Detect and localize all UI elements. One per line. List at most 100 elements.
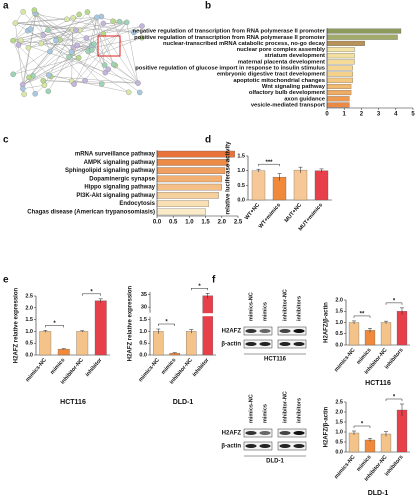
network-node (99, 81, 105, 87)
significance-bracket (385, 302, 403, 305)
y-tick-label: 1.5 (335, 309, 343, 315)
bar (326, 40, 365, 46)
error-bar (189, 329, 194, 334)
significance-bracket (82, 293, 101, 296)
significance-bracket (45, 325, 64, 328)
network-edge (12, 13, 36, 41)
error-bar (205, 293, 210, 299)
y-tick-label: 1.0 (139, 329, 147, 335)
panel-letter: f (212, 275, 216, 286)
bar (156, 192, 219, 199)
blot-band (245, 444, 257, 448)
blot-band (259, 444, 271, 448)
network-node (17, 37, 24, 43)
blot-band (259, 431, 271, 435)
error-bar (156, 328, 161, 334)
category-label: Endocytosis (119, 201, 155, 207)
bar (396, 311, 408, 346)
y-axis-label: H2AFZ relative expression (128, 285, 134, 361)
bar (57, 348, 70, 356)
network-edge (126, 22, 139, 84)
blot-band (259, 342, 271, 346)
network-edge (41, 29, 73, 44)
category-label: vesicle-mediated transport (251, 102, 325, 108)
y-tick-label: 1.5 (237, 153, 245, 159)
bar (326, 71, 353, 77)
network-node (27, 26, 34, 32)
network-edge (22, 44, 93, 85)
blot-band (259, 329, 271, 333)
network-edge (15, 19, 67, 24)
category-label: AMPK signaling pathway (84, 160, 156, 166)
category-label: nuclear pore complex assembly (237, 47, 326, 53)
network-node (94, 14, 100, 21)
category-label: apoptotic mitochondrial changes (233, 78, 325, 84)
blot-row-label: β-actin (221, 342, 241, 348)
blot-band (279, 444, 291, 448)
lane-label: mimics-NC (248, 292, 254, 321)
network-node (71, 81, 77, 87)
network-node (66, 54, 72, 60)
blot-band (245, 342, 257, 346)
significance-bracket (191, 288, 208, 291)
x-tick-label: 2.0 (218, 220, 227, 226)
blot-frame (243, 326, 273, 336)
network-edge (84, 22, 127, 81)
y-tick-label: 0.0 (237, 197, 245, 203)
y-axis-label: H2AFZ/β-actin (324, 302, 330, 343)
network-edge (22, 14, 37, 89)
network-edge (22, 57, 79, 85)
y-tick-label: 2.0 (335, 297, 343, 303)
bar (202, 295, 214, 356)
error-bar (43, 330, 48, 333)
network-edge (103, 33, 139, 84)
network-node (20, 85, 26, 92)
x-tick-label: 2.5 (234, 220, 243, 226)
y-axis-label: relative luciferase activity (226, 141, 232, 215)
blot-frame (243, 441, 273, 451)
lane-label: mimics (262, 404, 268, 423)
category-label: positive regulation of transcription fro… (134, 35, 326, 41)
network-edge (43, 34, 95, 45)
significance-label: * (53, 321, 56, 327)
category-label: positive regulation of glucose import in… (135, 66, 325, 72)
error-bar (277, 173, 282, 181)
network-node (105, 66, 111, 73)
y-tick-label: 2.5 (25, 293, 33, 299)
significance-label: * (90, 289, 93, 295)
network-edge (12, 40, 139, 84)
error-bar (256, 168, 261, 173)
network-node (25, 45, 32, 51)
network-edge (34, 9, 139, 84)
network-node (12, 20, 19, 26)
bar (156, 175, 222, 183)
category-label: axon guidance (284, 96, 326, 102)
y-tick-label: 1.0 (237, 168, 245, 174)
blot-row-label: H2AFZ (222, 329, 242, 335)
network-node (89, 47, 95, 53)
error-bar (368, 328, 372, 333)
network-node (41, 82, 48, 88)
error-bar (172, 352, 177, 354)
network-node (46, 72, 52, 78)
network-node (40, 77, 47, 84)
network-node (68, 49, 75, 55)
network-node (64, 16, 70, 23)
network-node (136, 89, 143, 96)
network-edge (13, 57, 79, 75)
network-edge (49, 14, 80, 52)
blot-title: HCT116 (264, 357, 287, 363)
y-tick-label: 0.5 (25, 341, 33, 347)
network-node (45, 88, 52, 95)
x-tick-label: 5 (411, 112, 415, 118)
significance-bracket (158, 323, 175, 327)
error-bar (352, 430, 356, 435)
network-node (75, 54, 82, 61)
category-label: mRNA surveillance pathway (75, 152, 156, 158)
network-node (123, 19, 130, 26)
bar (380, 322, 392, 346)
y-tick-label: 0.0 (139, 352, 147, 358)
axis-break (147, 312, 153, 317)
bar (364, 439, 376, 453)
